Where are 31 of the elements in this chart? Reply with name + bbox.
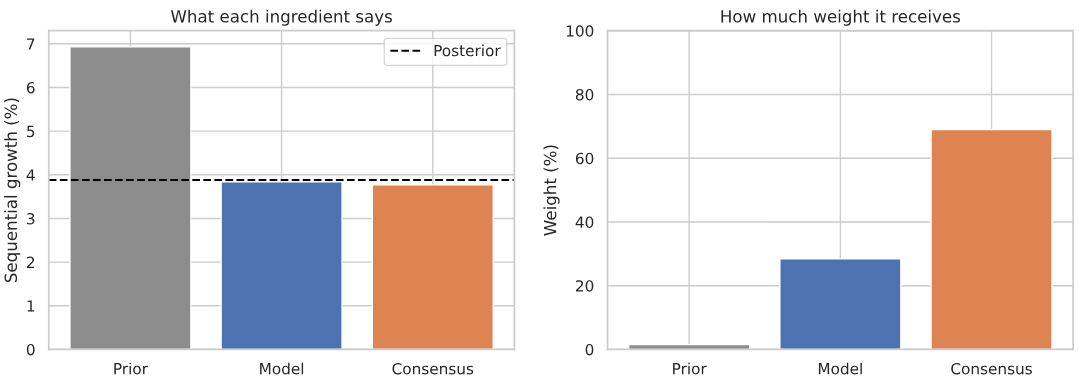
y-tick-label: 60: [575, 152, 594, 165]
y-tick-label: 5: [27, 125, 35, 138]
chart-title: What each ingredient says: [170, 9, 392, 26]
y-axis-title: Sequential growth (%): [4, 98, 21, 283]
x-tick-label: Model: [260, 362, 304, 375]
y-tick-label: 4: [26, 169, 35, 181]
y-tick-label: 3: [27, 212, 35, 225]
y-tick-label: 0: [585, 343, 594, 356]
y-tick-label: 7: [27, 38, 35, 50]
legend-label: Posterior: [434, 44, 501, 57]
bar: [220, 181, 343, 350]
bar: [69, 46, 192, 350]
y-tick-label: 100: [566, 25, 594, 37]
y-tick-label: 1: [27, 300, 35, 312]
x-tick-label: Consensus: [392, 362, 474, 375]
y-tick-label: 20: [576, 280, 594, 292]
x-tick-label: Model: [818, 362, 862, 375]
y-tick-label: 2: [26, 256, 35, 268]
chart-title: How much weight it receives: [721, 9, 961, 26]
bar: [371, 184, 494, 350]
x-tick-label: Prior: [673, 362, 707, 375]
y-tick-label: 40: [575, 216, 594, 228]
bar: [628, 343, 751, 350]
x-tick-label: Consensus: [951, 362, 1032, 375]
y-tick-label: 0: [26, 343, 35, 356]
bar: [930, 128, 1053, 350]
bar: [779, 258, 902, 350]
y-tick-label: 6: [26, 81, 35, 94]
x-tick-label: Prior: [114, 362, 148, 375]
y-tick-label: 80: [575, 88, 594, 101]
y-axis-title: Weight (%): [543, 145, 560, 236]
